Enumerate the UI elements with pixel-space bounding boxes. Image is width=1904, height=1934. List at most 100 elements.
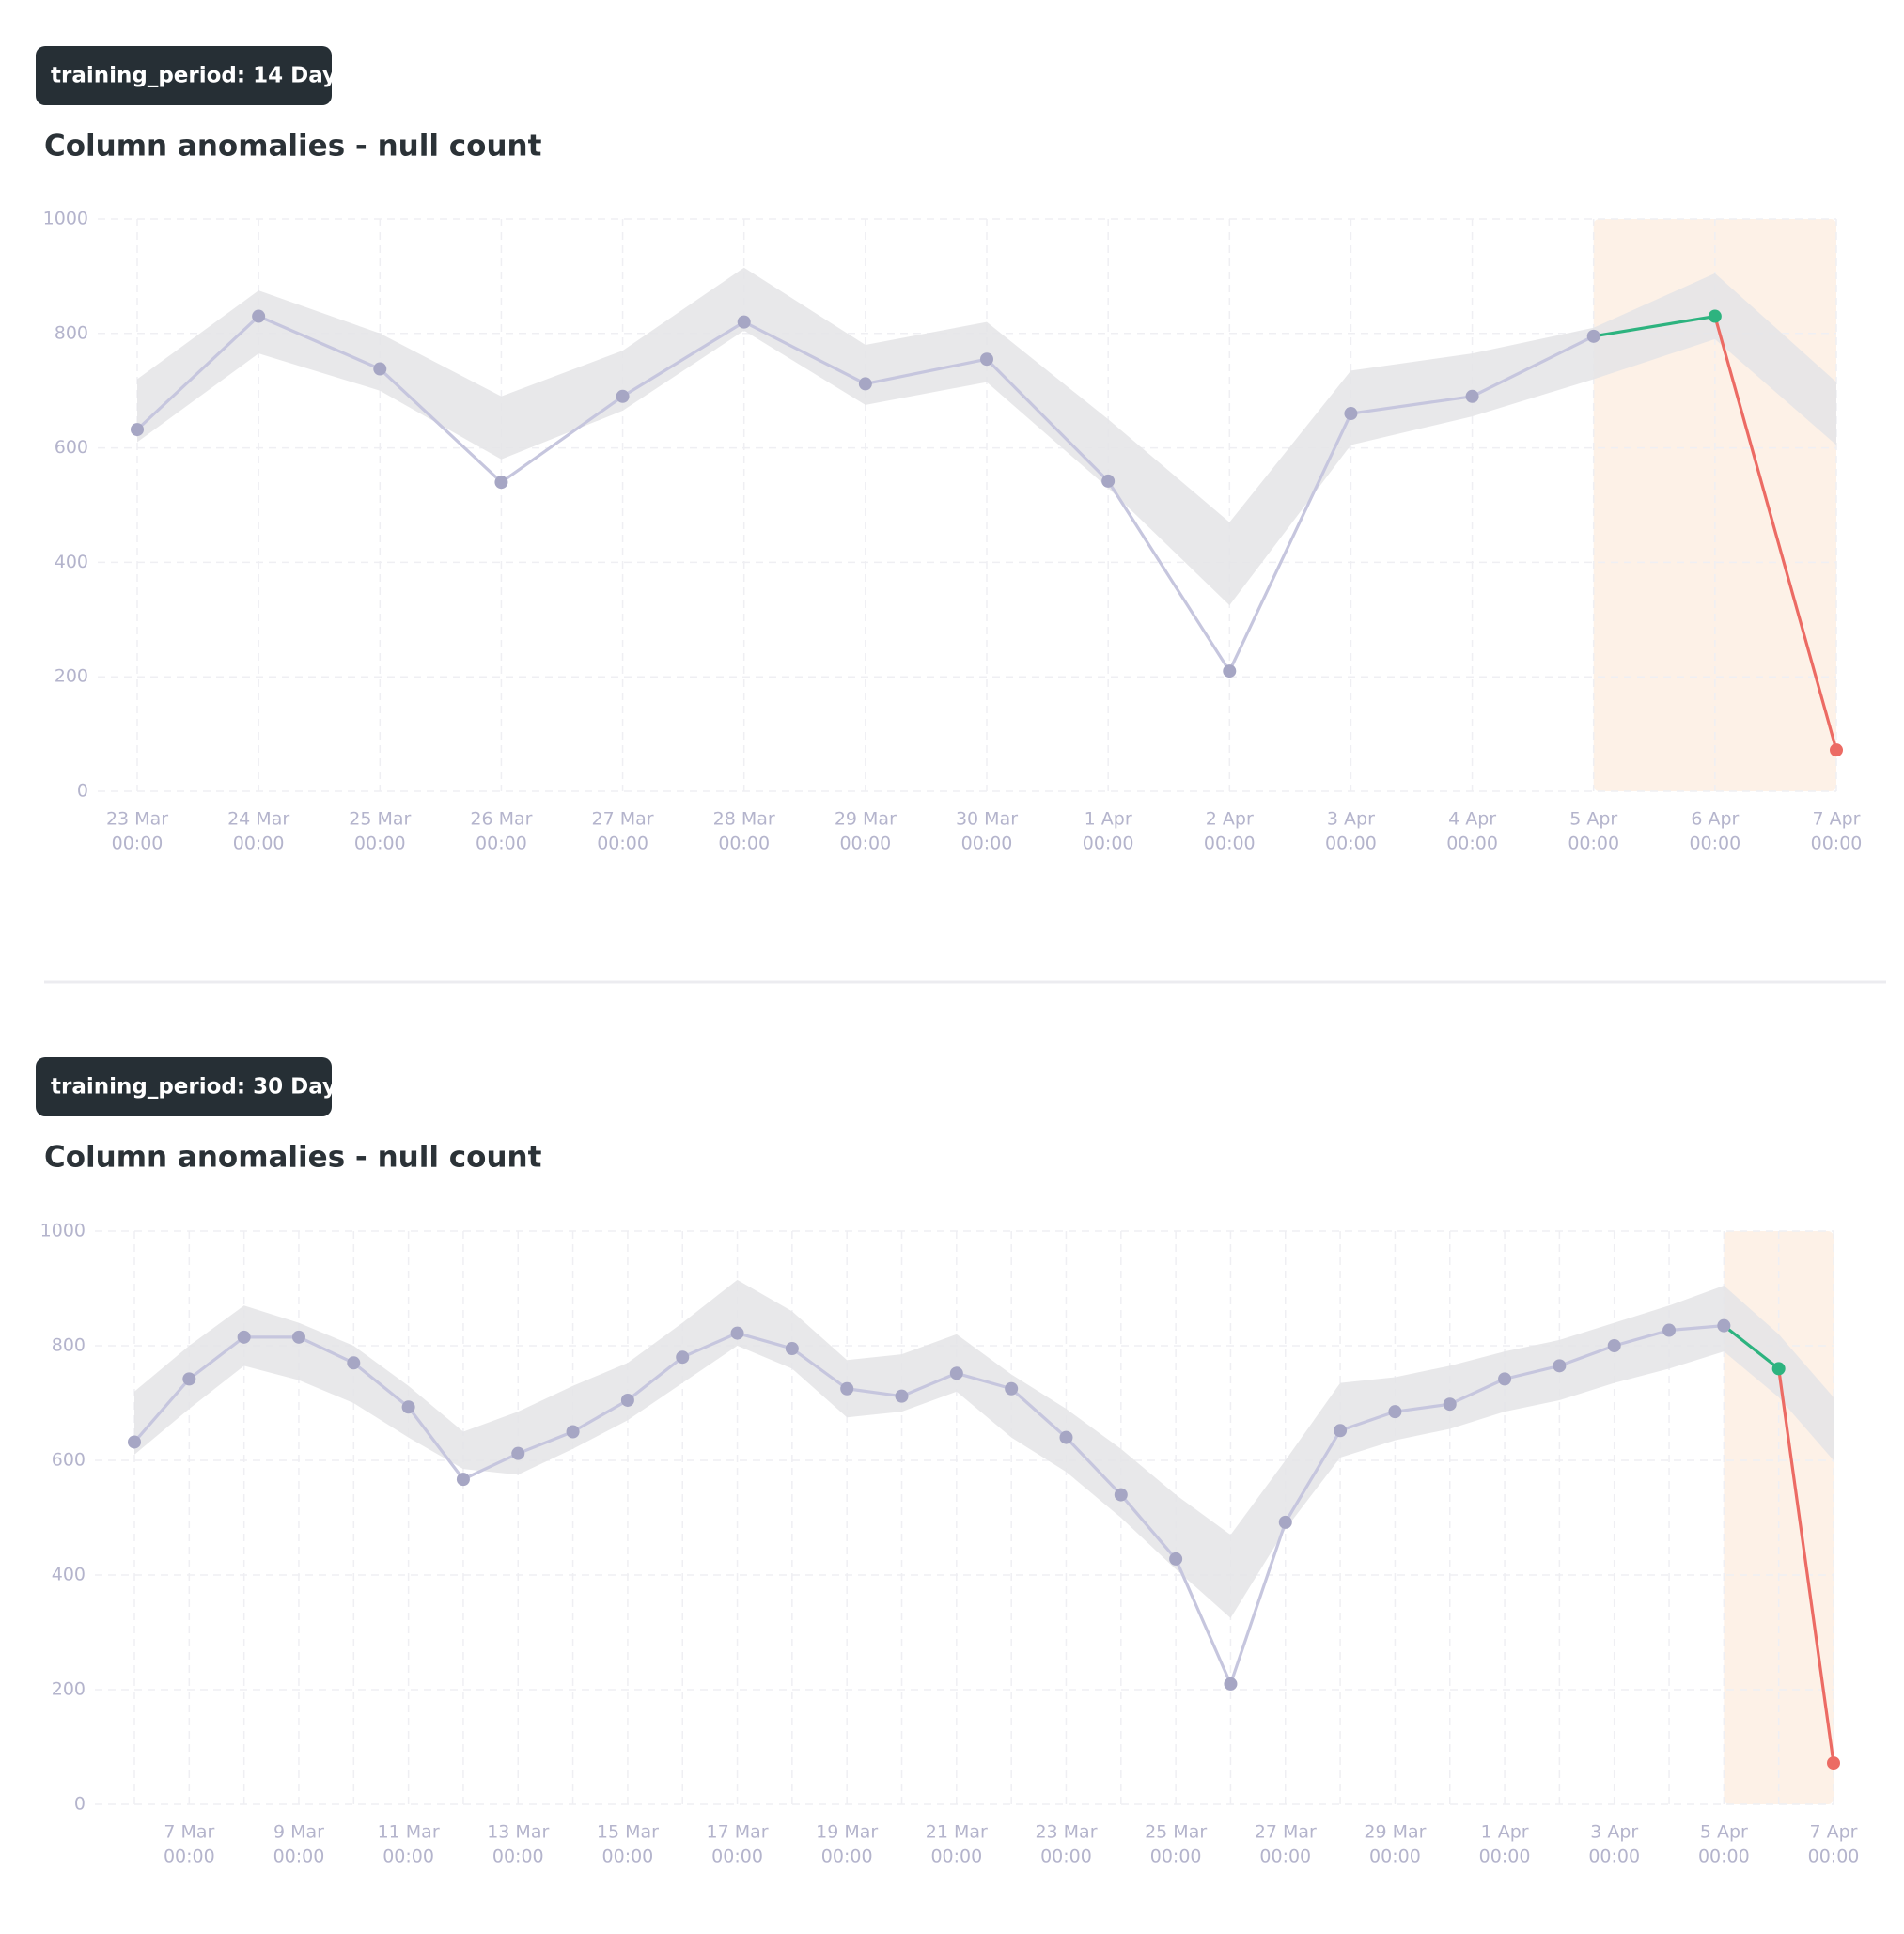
line-segment (1228, 1521, 1288, 1686)
x-tick-label: 00:00 (1446, 834, 1498, 854)
badge (36, 46, 332, 105)
data-point (1607, 1339, 1621, 1352)
x-tick-label: 00:00 (930, 1847, 982, 1867)
x-tick-label: 21 Mar (926, 1822, 988, 1843)
data-point (1344, 407, 1358, 421)
x-tick-label: 19 Mar (816, 1822, 878, 1843)
x-tick-label: 7 Mar (164, 1822, 214, 1843)
line-segment (1009, 1387, 1069, 1440)
x-tick-label: 27 Mar (592, 809, 654, 830)
line-segment (1503, 1364, 1561, 1380)
x-tick-label: 2 Apr (1206, 809, 1254, 830)
x-tick-label: 00:00 (1150, 1847, 1202, 1867)
data-point (1224, 1677, 1238, 1691)
line-segment (351, 1361, 411, 1409)
line-segment (407, 1405, 465, 1481)
x-tick-label: 1 Apr (1481, 1822, 1529, 1843)
data-point (785, 1342, 799, 1356)
x-tick-label: 00:00 (112, 834, 164, 854)
x-tick-label: 23 Mar (106, 809, 168, 830)
x-tick-label: 00:00 (1588, 1847, 1640, 1867)
x-tick-label: 3 Apr (1590, 1822, 1638, 1843)
x-tick-label: 1 Apr (1085, 809, 1132, 830)
expected-range-band (137, 267, 1836, 606)
data-point (1771, 1362, 1786, 1376)
x-tick-label: 00:00 (1259, 1847, 1311, 1867)
data-point (494, 476, 508, 490)
x-tick-label: 00:00 (1083, 834, 1134, 854)
y-tick-label: 0 (77, 781, 88, 802)
chart-title: Column anomalies - null count (44, 130, 542, 164)
x-tick-label: 15 Mar (597, 1822, 659, 1843)
data-point (1059, 1430, 1073, 1444)
line-segment (133, 1377, 191, 1444)
data-point (347, 1356, 361, 1370)
y-tick-label: 800 (55, 322, 88, 343)
x-tick-label: 00:00 (1204, 834, 1256, 854)
data-point (1223, 664, 1237, 678)
x-tick-label: 00:00 (1479, 1847, 1531, 1867)
x-tick-label: 00:00 (961, 834, 1013, 854)
data-point (1443, 1397, 1457, 1412)
line-segment (790, 1347, 849, 1391)
x-tick-label: 00:00 (1568, 834, 1619, 854)
data-point (620, 1393, 634, 1407)
line-segment (570, 1398, 630, 1434)
y-tick-label: 400 (55, 552, 88, 572)
data-point (456, 1473, 470, 1487)
y-tick-label: 1000 (40, 1221, 86, 1241)
line-segment (680, 1331, 740, 1359)
x-tick-label: 00:00 (273, 1847, 325, 1867)
line-segment (1592, 314, 1717, 338)
x-tick-label: 6 Apr (1691, 809, 1739, 830)
line-segment (1613, 1328, 1671, 1348)
badge-label: training_period: 14 Days (51, 64, 350, 88)
x-tick-label: 00:00 (821, 1847, 873, 1867)
line-segment (742, 320, 867, 385)
x-tick-label: 00:00 (711, 1847, 763, 1867)
x-tick-label: 00:00 (839, 834, 891, 854)
line-segment (864, 357, 989, 385)
x-tick-label: 00:00 (1811, 834, 1863, 854)
line-segment (985, 357, 1110, 483)
x-tick-label: 00:00 (492, 1847, 544, 1867)
line-segment (845, 1387, 904, 1398)
x-tick-label: 23 Mar (1035, 1822, 1097, 1843)
line-segment (1338, 1410, 1397, 1432)
x-tick-label: 4 Apr (1448, 809, 1496, 830)
x-tick-label: 11 Mar (378, 1822, 440, 1843)
line-segment (135, 314, 260, 431)
y-tick-label: 1000 (43, 209, 88, 229)
data-point (1827, 1756, 1840, 1770)
x-tick-label: 26 Mar (470, 809, 532, 830)
data-point (1498, 1372, 1512, 1386)
data-point (895, 1389, 909, 1403)
x-tick-label: 29 Mar (835, 809, 897, 830)
x-tick-label: 00:00 (1325, 834, 1377, 854)
data-point (980, 352, 993, 367)
x-tick-label: 00:00 (602, 1847, 654, 1867)
data-point (128, 1435, 141, 1449)
y-tick-label: 600 (55, 437, 88, 458)
y-tick-label: 600 (52, 1450, 86, 1471)
y-tick-label: 0 (74, 1794, 86, 1815)
x-tick-label: 00:00 (1040, 1847, 1092, 1867)
line-segment (516, 1429, 575, 1456)
data-point (1553, 1359, 1567, 1373)
data-point (1708, 309, 1722, 323)
line-segment (499, 395, 625, 484)
data-point (1388, 1405, 1402, 1419)
line-segment (187, 1335, 246, 1380)
line-segment (620, 320, 746, 398)
x-tick-label: 3 Apr (1327, 809, 1375, 830)
data-point (252, 309, 266, 323)
x-tick-label: 5 Apr (1700, 1822, 1748, 1843)
x-tick-label: 29 Mar (1364, 1822, 1426, 1843)
line-segment (1284, 1428, 1342, 1524)
data-point (1278, 1515, 1292, 1529)
y-tick-label: 800 (52, 1335, 86, 1356)
x-tick-label: 7 Apr (1810, 1822, 1858, 1843)
expected-range-band (134, 1279, 1834, 1618)
line-segment (1777, 1366, 1835, 1765)
